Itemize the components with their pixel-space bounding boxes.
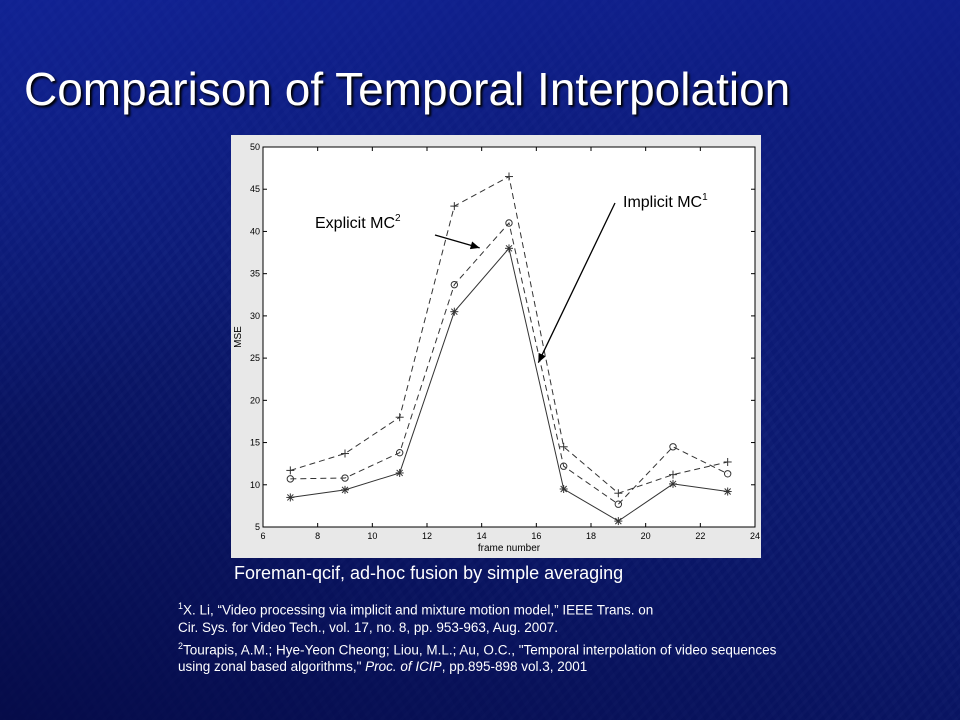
y-tick-label: 25 — [250, 353, 260, 363]
x-tick-label: 12 — [422, 531, 432, 541]
annotation-arrow-head — [469, 241, 480, 250]
references: 1X. Li, “Video processing via implicit a… — [178, 598, 918, 677]
reference-2-journal: Proc. of ICIP — [365, 659, 442, 674]
x-tick-label: 24 — [750, 531, 760, 541]
data-point-circle — [395, 448, 404, 457]
annotation-label-text: Implicit MC — [623, 194, 702, 211]
x-tick-label: 10 — [367, 531, 377, 541]
annotation-arrow-line — [537, 202, 616, 363]
y-tick-label: 10 — [250, 480, 260, 490]
x-axis-label: frame number — [478, 543, 541, 554]
data-point-circle — [559, 462, 568, 470]
x-tick-label: 18 — [586, 531, 596, 541]
figure-caption: Foreman-qcif, ad-hoc fusion by simple av… — [234, 563, 624, 583]
annotation-label: Implicit MC1 — [623, 192, 708, 211]
reference-2: 2Tourapis, A.M.; Hye-Yeon Cheong; Liou, … — [178, 638, 918, 676]
annotation-arrow-head — [538, 352, 546, 363]
data-point-plus — [505, 172, 513, 181]
y-tick-label: 45 — [250, 184, 260, 194]
y-tick-label: 40 — [250, 226, 260, 236]
data-point-circle — [669, 443, 677, 451]
x-tick-label: 8 — [315, 531, 320, 541]
data-point-plus — [341, 449, 349, 458]
reference-1-marker: 1 — [178, 601, 184, 611]
mse-chart: 6 8 10 12 14 16 18 20 22 24 5 10 15 20 25 30 35 40 45 50 Ex… — [231, 135, 761, 558]
data-point-star — [450, 307, 459, 316]
x-tick-label: 22 — [695, 531, 705, 541]
reference-2-line2-post: , pp.895-898 vol.3, 2001 — [441, 659, 588, 674]
series-line-circle — [290, 221, 728, 505]
y-axis-label: MSE — [233, 326, 244, 348]
data-point-star — [614, 517, 623, 526]
y-tick-label: 30 — [250, 311, 260, 321]
y-tick-label: 50 — [250, 142, 260, 152]
x-tick-label: 16 — [531, 531, 541, 541]
data-point-plus — [286, 466, 295, 475]
data-point-star — [341, 485, 349, 494]
data-point-plus — [669, 470, 677, 479]
data-point-star — [286, 493, 295, 502]
annotation-label-sup: 1 — [702, 192, 708, 203]
data-point-circle — [450, 280, 459, 289]
reference-1: 1X. Li, “Video processing via implicit a… — [178, 598, 918, 636]
plot-area — [262, 146, 756, 528]
data-point-star — [395, 468, 404, 477]
reference-2-marker: 2 — [178, 640, 184, 651]
data-point-plus — [614, 489, 623, 498]
data-point-plus — [723, 457, 732, 466]
data-point-circle — [723, 470, 732, 478]
data-point-star — [559, 485, 568, 493]
x-tick-label: 14 — [477, 531, 487, 541]
reference-1-line2: Cir. Sys. for Video Tech., vol. 17, no. … — [178, 619, 558, 635]
data-point-circle — [614, 500, 623, 508]
reference-1-line1: X. Li, “Video processing via implicit an… — [183, 602, 654, 618]
annotation-group: Explicit MC2 Implicit MC1 — [315, 192, 708, 363]
annotation-label-text: Explicit MC — [315, 215, 395, 232]
y-tick-label: 20 — [250, 395, 260, 405]
y-tick-label: 35 — [250, 269, 260, 279]
data-point-star — [505, 244, 513, 253]
y-tick-label: 5 — [255, 522, 260, 532]
data-point-plus — [559, 442, 568, 451]
slide-title: Comparison of Temporal Interpolation — [24, 63, 791, 115]
data-point-circle — [286, 475, 295, 483]
annotation-label-sup: 2 — [395, 213, 401, 224]
data-point-circle — [505, 219, 513, 227]
annotation-label: Explicit MC2 — [315, 213, 401, 232]
data-point-star — [723, 487, 732, 496]
series-group — [286, 172, 732, 526]
data-point-plus — [450, 202, 459, 211]
data-point-star — [669, 479, 677, 488]
reference-2-line2-pre: using zonal based algorithms," — [178, 659, 366, 674]
x-tick-label: 6 — [260, 531, 265, 541]
reference-2-line1: Tourapis, A.M.; Hye-Yeon Cheong; Liou, M… — [183, 642, 777, 657]
data-point-plus — [395, 413, 404, 422]
y-tick-label: 15 — [250, 438, 260, 448]
x-tick-label: 20 — [641, 531, 651, 541]
data-point-circle — [341, 474, 349, 482]
